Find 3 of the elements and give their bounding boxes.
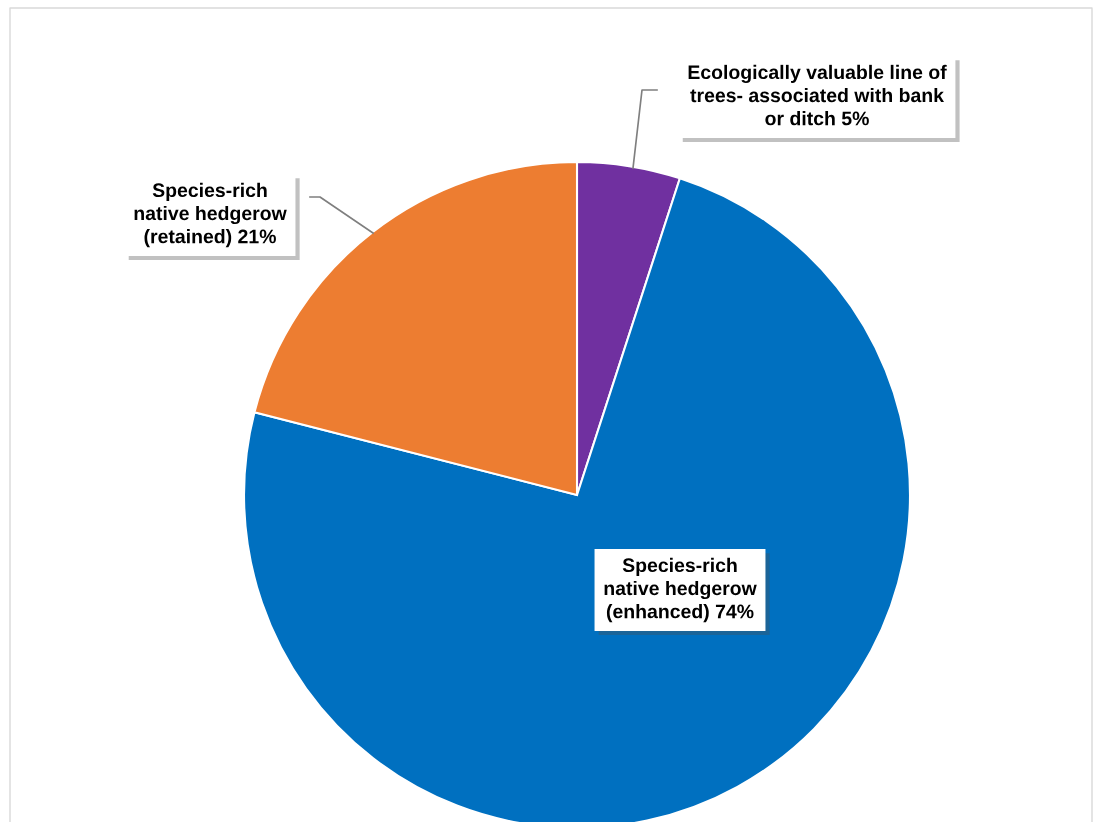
slice-label: Species-rich native hedgerow (retained) 21%	[134, 182, 287, 248]
slice-label: Ecologically valuable line of trees- associated with bank or ditch 5%	[688, 64, 947, 126]
slice-label: Species-rich native hedgerow (enhanced) 74%	[604, 557, 757, 623]
